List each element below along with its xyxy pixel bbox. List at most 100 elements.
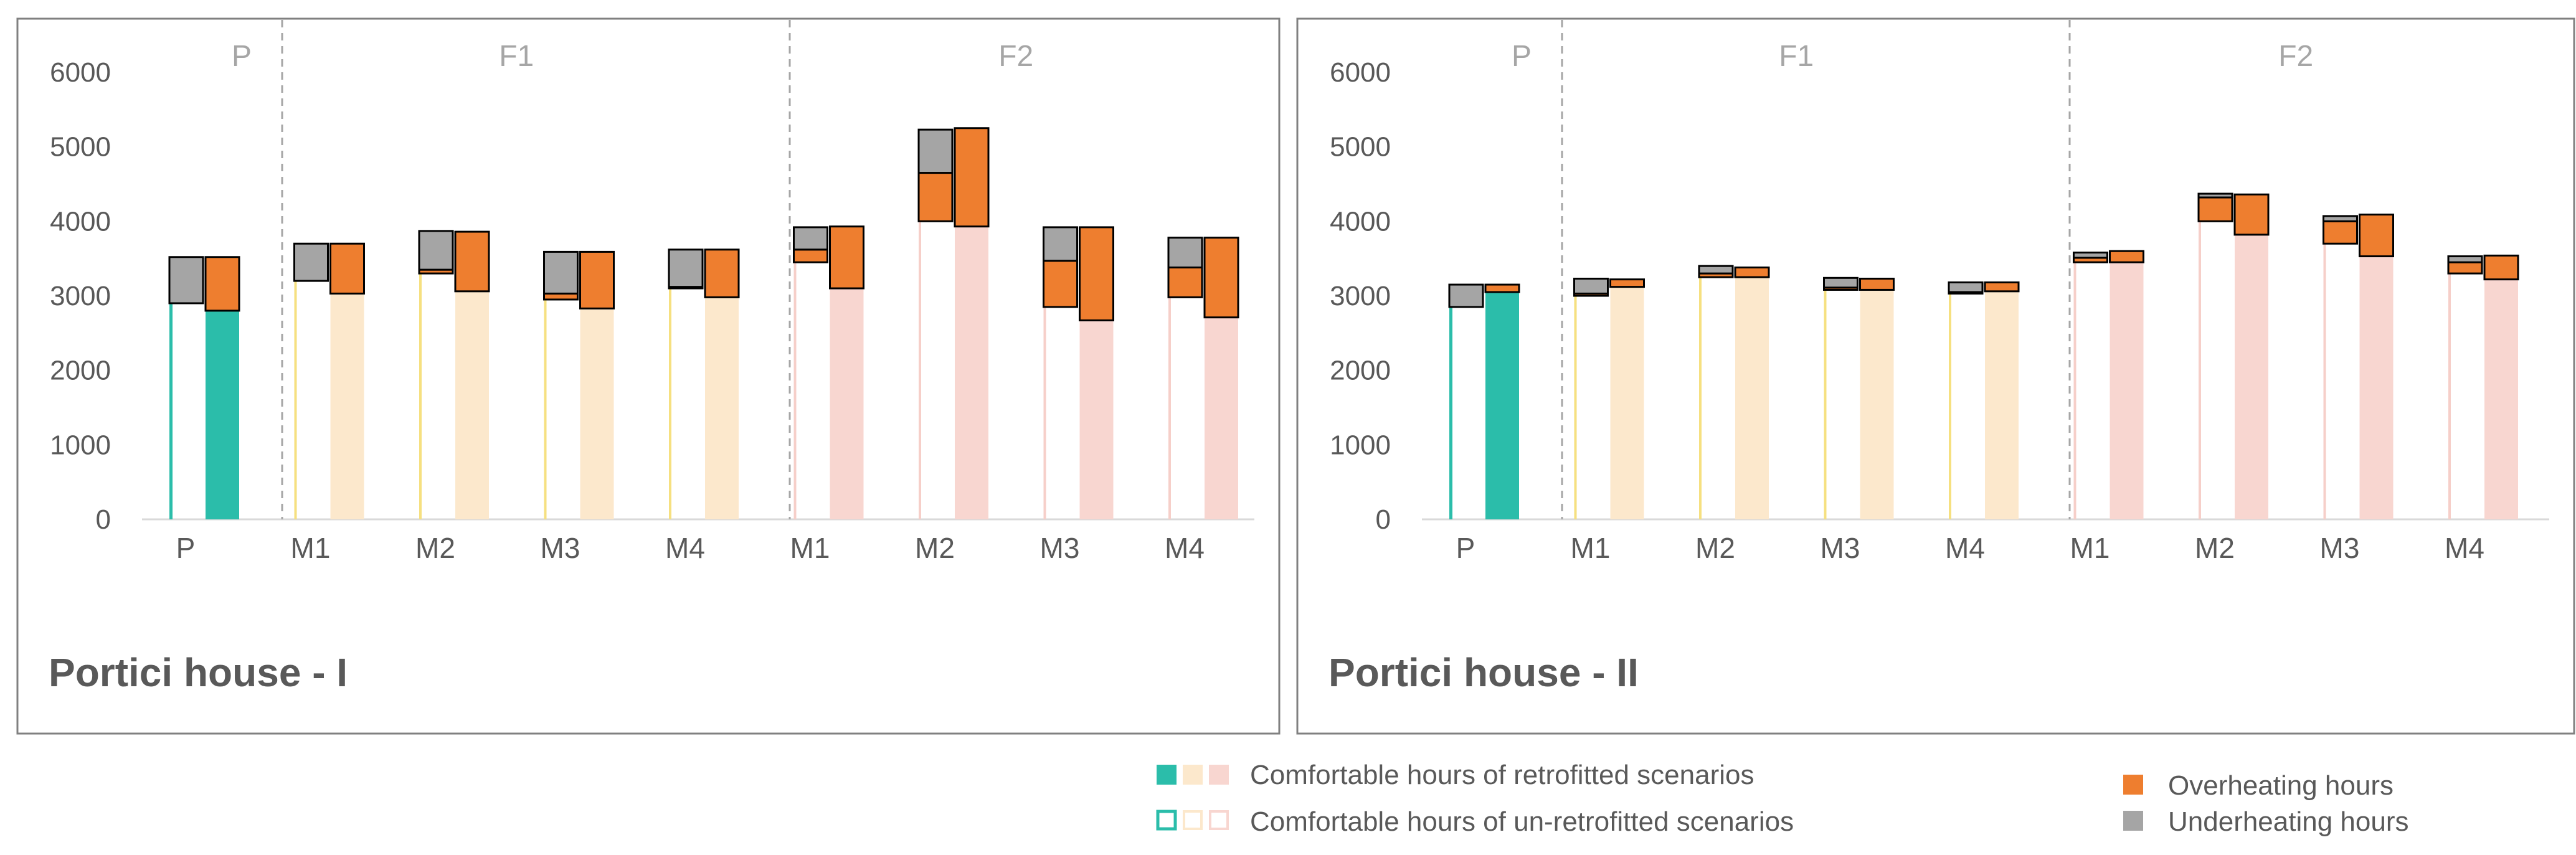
x-tick-label-m4: M4 [1945,532,1985,564]
bar-unretrofitted-overheating-m4 [2447,261,2483,275]
bar-retrofitted-overheating-p [204,256,240,312]
panel-frame [1296,17,2575,735]
x-tick-label-m4: M4 [1165,532,1205,564]
legend-swatch-unretrofitted-teal [1156,810,1177,831]
y-tick-label: 6000 [50,57,111,88]
y-tick-label: 5000 [1330,132,1391,163]
group-label-f2: F2 [2278,40,2313,73]
bar-retrofitted-overheating-m3 [579,250,615,309]
x-tick-label-m4: M4 [665,532,705,564]
bar-unretrofitted-underheating-m2 [917,128,954,174]
x-tick-label-p: P [1456,532,1475,564]
bar-retrofitted-overheating-m3 [1079,226,1114,321]
legend-swatch-unretrofitted-f2 [1209,810,1229,830]
group-label-p: P [232,40,252,73]
y-tick-label: 0 [1376,504,1391,535]
legend-label-comfortable-unretrofitted: Comfortable hours of un-retrofitted scen… [1250,806,1794,837]
x-tick-label-m1: M1 [790,532,830,564]
chart-panel-portici-house-ii: 0 1000 2000 3000 4000 5000 6000 P F1 F2 P M1 M2 M3 M4 M… [1296,17,2575,735]
x-tick-label-m3: M3 [1821,532,1860,564]
x-tick-label-m4: M4 [2445,532,2484,564]
bar-retrofitted-comfortable-m1 [830,288,864,519]
bar-retrofitted-overheating-m4 [2483,254,2519,281]
legend-label-underheating: Underheating hours [2168,806,2408,837]
legend-swatch-retrofitted-f1 [1183,765,1203,785]
x-tick-label-m1: M1 [291,532,331,564]
bar-retrofitted-comfortable-m4 [705,297,739,519]
bar-retrofitted-comfortable-m3 [1860,290,1894,519]
x-tick-label-m3: M3 [1040,532,1080,564]
x-tick-label-m2: M2 [1695,532,1735,564]
bar-unretrofitted-underheating-m4 [2447,255,2483,263]
bar-unretrofitted-underheating-m2 [2197,192,2233,199]
bar-unretrofitted-underheating-m1 [793,226,828,251]
legend-swatch-unretrofitted-f1 [1183,810,1203,830]
bar-unretrofitted-underheating-m1 [2073,252,2108,259]
legend-swatch-retrofitted-teal [1157,765,1177,785]
bar-unretrofitted-underheating-p [1448,283,1484,308]
x-tick-label-m3: M3 [2320,532,2360,564]
panel-frame [16,17,1281,735]
bar-unretrofitted-overheating-m1 [793,248,828,263]
bar-retrofitted-overheating-m1 [2109,250,2144,263]
x-tick-label-m2: M2 [2195,532,2235,564]
group-label-f1: F1 [1779,40,1814,73]
bar-retrofitted-overheating-p [1484,283,1520,293]
bar-unretrofitted-underheating-m2 [1698,265,1734,275]
bar-retrofitted-comfortable-m1 [1610,286,1644,519]
bar-unretrofitted-underheating-m3 [1043,226,1078,262]
bar-retrofitted-overheating-m4 [1203,237,1239,319]
y-tick-label: 2000 [1330,356,1391,386]
bar-retrofitted-comfortable-m4 [1985,291,2019,519]
bar-retrofitted-comfortable-m2 [455,291,489,519]
bar-unretrofitted-overheating-m3 [1043,260,1078,308]
bar-unretrofitted-underheating-m4 [1167,237,1203,269]
bar-retrofitted-overheating-m4 [1984,281,2020,293]
bar-retrofitted-comfortable-m2 [955,226,988,519]
x-tick-label-m3: M3 [541,532,580,564]
bar-retrofitted-comfortable-m3 [2359,256,2394,519]
bar-retrofitted-overheating-m2 [2233,193,2270,236]
bar-retrofitted-comfortable-m3 [580,308,614,519]
bar-unretrofitted-overheating-m4 [1167,267,1203,298]
x-tick-label-m2: M2 [915,532,955,564]
bar-unretrofitted-underheating-m2 [418,230,454,271]
y-tick-label: 2000 [50,356,111,386]
bar-unretrofitted-underheating-m1 [1573,277,1609,295]
bar-retrofitted-comfortable-m2 [1735,277,1769,519]
bar-retrofitted-overheating-m1 [329,242,365,295]
bar-retrofitted-overheating-m2 [1734,267,1770,278]
bar-unretrofitted-underheating-p [168,256,204,305]
legend-label-overheating: Overheating hours [2168,770,2394,801]
y-tick-label: 1000 [1330,430,1391,460]
bar-retrofitted-comfortable-m3 [1079,320,1114,519]
bar-unretrofitted-underheating-m3 [543,250,579,295]
bar-retrofitted-overheating-m3 [1859,277,1895,291]
bar-retrofitted-comfortable-m1 [330,293,364,519]
legend-swatch-underheating [2123,811,2143,831]
legend-swatch-retrofitted-f2 [1209,765,1229,785]
y-tick-label: 5000 [50,132,111,163]
y-tick-label: 6000 [1330,57,1391,88]
y-tick-label: 0 [96,504,111,535]
legend: Comfortable hours of retrofitted scenari… [1156,760,2408,837]
x-tick-label-m1: M1 [2070,532,2110,564]
bar-unretrofitted-underheating-m4 [1948,281,1984,293]
y-tick-label: 4000 [1330,206,1391,237]
bar-retrofitted-comfortable-p [1485,292,1519,519]
bar-unretrofitted-underheating-m3 [2323,215,2358,222]
bar-retrofitted-overheating-m1 [829,225,864,290]
group-label-p: P [1512,40,1532,73]
bar-retrofitted-overheating-m2 [454,230,490,293]
bar-retrofitted-comfortable-m4 [2484,279,2518,519]
bar-retrofitted-comfortable-m2 [2235,234,2268,519]
x-tick-label-p: P [176,532,196,564]
y-tick-label: 3000 [1330,281,1391,311]
chart-panel-portici-house-i: 0 1000 2000 3000 4000 5000 6000 P F1 F2 P M1 M2 M3 M4 M… [16,17,1281,735]
legend-swatch-overheating [2123,775,2143,795]
bar-retrofitted-comfortable-m1 [2110,262,2144,519]
bar-retrofitted-comfortable-m4 [1205,317,1238,519]
bar-unretrofitted-underheating-m3 [1823,276,1859,289]
bar-unretrofitted-overheating-m3 [2323,220,2358,245]
